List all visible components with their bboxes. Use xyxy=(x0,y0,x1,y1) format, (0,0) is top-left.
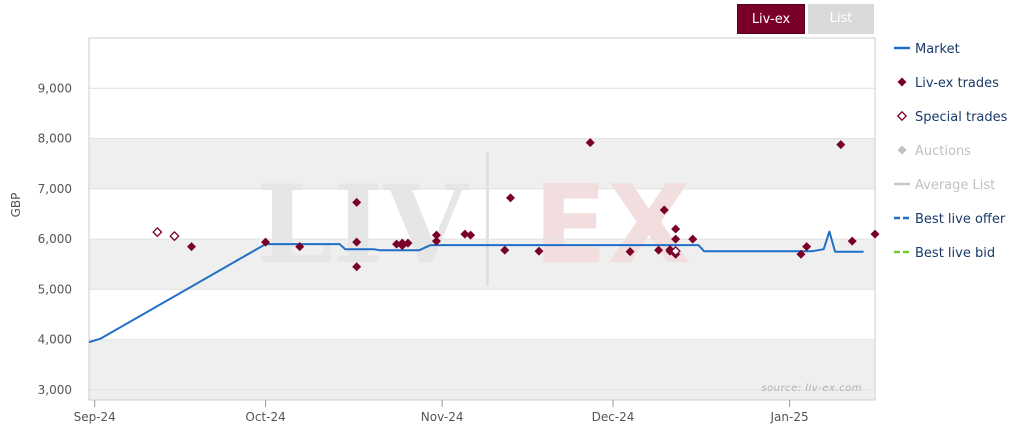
liv-ex-trade-point xyxy=(585,138,595,148)
legend-label: Special trades xyxy=(915,110,1008,125)
liv-ex-trade-point xyxy=(847,236,857,246)
liv-ex-trade-point xyxy=(870,229,880,239)
plot-band xyxy=(89,389,875,400)
special-trade-point xyxy=(169,230,180,242)
market-line xyxy=(88,230,864,344)
liv-ex-trade-point xyxy=(403,238,413,248)
legend-label: Best live offer xyxy=(915,212,1006,227)
y-tick-label: 7,000 xyxy=(38,182,72,196)
plot-border xyxy=(88,37,876,401)
tab-list[interactable]: List xyxy=(808,4,874,34)
liv-ex-trade-point xyxy=(836,140,846,150)
liv-ex-trade-point xyxy=(295,242,305,252)
liv-ex-trade-point xyxy=(460,229,470,239)
liv-ex-trade-point xyxy=(659,205,669,215)
x-axis: Sep-24 Oct-24 Nov-24 Dec-24 Jan-25 xyxy=(74,400,809,424)
legend-label: Best live bid xyxy=(915,246,995,261)
liv-ex-trade-point xyxy=(431,230,441,240)
watermark-left-text: LIV xyxy=(257,162,469,288)
legend-label: Auctions xyxy=(915,144,971,159)
x-tick-label: Nov-24 xyxy=(421,410,464,424)
source-note: source: liv-ex.com xyxy=(761,383,862,394)
liv-ex-trade-point xyxy=(352,197,362,207)
liv-ex-trade-point xyxy=(352,262,362,272)
y-tick-label: 8,000 xyxy=(38,132,72,146)
legend-symbol-open-diamond xyxy=(896,110,908,122)
y-axis: 3,000 4,000 5,000 6,000 7,000 8,000 9,000 xyxy=(38,81,72,397)
legend-symbol-diamond xyxy=(897,77,907,87)
liv-ex-trade-point xyxy=(187,242,197,252)
liv-ex-trade-point xyxy=(505,193,515,203)
y-gridlines xyxy=(89,87,875,391)
liv-ex-trade-point xyxy=(671,234,681,244)
legend-label: Market xyxy=(915,42,960,57)
y-tick-label: 6,000 xyxy=(38,232,72,246)
plot-bands xyxy=(89,138,875,400)
y-tick-label: 4,000 xyxy=(38,333,72,347)
x-tick-label: Jan-25 xyxy=(770,410,809,424)
series xyxy=(88,138,880,344)
watermark-right-text: EX xyxy=(533,163,690,288)
watermark: LIV EX xyxy=(257,152,691,288)
legend: Market Liv-ex trades Special trades Auction… xyxy=(894,42,1008,261)
y-axis-title: GBP xyxy=(9,193,23,218)
liv-ex-trade-point xyxy=(671,224,681,234)
special-trade-point xyxy=(152,226,163,238)
plot-band xyxy=(89,339,875,390)
y-tick-label: 3,000 xyxy=(38,383,72,397)
liv-ex-trade-point xyxy=(466,230,476,240)
plot-band xyxy=(89,138,875,189)
y-tick-label: 9,000 xyxy=(38,81,72,95)
liv-ex-trade-point xyxy=(625,247,635,257)
x-tick-label: Oct-24 xyxy=(245,410,285,424)
legend-label: Liv-ex trades xyxy=(915,76,999,91)
liv-ex-trade-point xyxy=(796,249,806,259)
plot-band xyxy=(89,239,875,290)
x-tick-label: Sep-24 xyxy=(74,410,116,424)
tab-liv-ex[interactable]: Liv-ex xyxy=(737,4,805,34)
legend-symbol-diamond xyxy=(897,145,907,155)
legend-label: Average List xyxy=(915,178,995,193)
liv-ex-trade-point xyxy=(654,245,664,255)
liv-ex-trade-point xyxy=(688,234,698,244)
watermark-divider xyxy=(486,152,489,286)
x-tick-label: Dec-24 xyxy=(592,410,635,424)
y-tick-label: 5,000 xyxy=(38,282,72,296)
liv-ex-trade-point xyxy=(500,245,510,255)
liv-ex-trade-point xyxy=(431,236,441,246)
liv-ex-trade-point xyxy=(534,246,544,256)
special-trade-point xyxy=(670,246,681,257)
liv-ex-trade-point xyxy=(802,242,812,252)
liv-ex-trade-point xyxy=(352,237,362,247)
liv-ex-trade-point xyxy=(261,237,271,247)
